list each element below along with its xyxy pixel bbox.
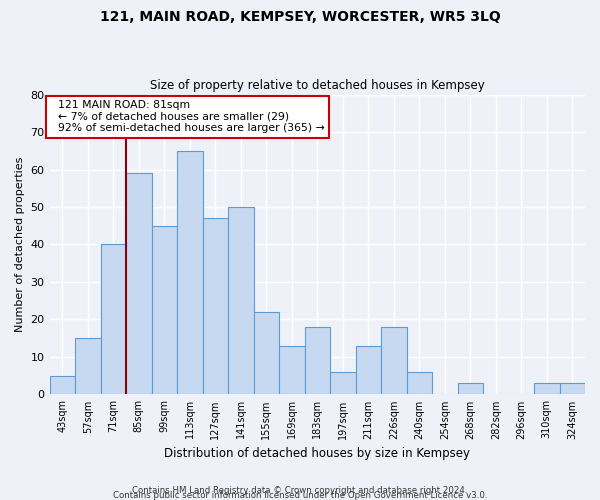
Text: Contains HM Land Registry data © Crown copyright and database right 2024.: Contains HM Land Registry data © Crown c… <box>132 486 468 495</box>
Bar <box>330 372 356 394</box>
Bar <box>101 244 126 394</box>
Bar <box>228 207 254 394</box>
Text: 121, MAIN ROAD, KEMPSEY, WORCESTER, WR5 3LQ: 121, MAIN ROAD, KEMPSEY, WORCESTER, WR5 … <box>100 10 500 24</box>
Y-axis label: Number of detached properties: Number of detached properties <box>15 157 25 332</box>
Bar <box>458 383 483 394</box>
Bar <box>305 327 330 394</box>
Bar <box>560 383 585 394</box>
Bar <box>254 312 279 394</box>
Bar <box>177 151 203 394</box>
Bar <box>203 218 228 394</box>
Text: 121 MAIN ROAD: 81sqm
  ← 7% of detached houses are smaller (29)
  92% of semi-de: 121 MAIN ROAD: 81sqm ← 7% of detached ho… <box>51 100 325 134</box>
Bar <box>534 383 560 394</box>
Bar <box>356 346 381 395</box>
Bar <box>407 372 432 394</box>
Text: Contains public sector information licensed under the Open Government Licence v3: Contains public sector information licen… <box>113 491 487 500</box>
Title: Size of property relative to detached houses in Kempsey: Size of property relative to detached ho… <box>150 79 485 92</box>
Bar <box>126 174 152 394</box>
Bar <box>279 346 305 395</box>
Bar <box>381 327 407 394</box>
Bar <box>50 376 75 394</box>
X-axis label: Distribution of detached houses by size in Kempsey: Distribution of detached houses by size … <box>164 447 470 460</box>
Bar <box>75 338 101 394</box>
Bar <box>152 226 177 394</box>
